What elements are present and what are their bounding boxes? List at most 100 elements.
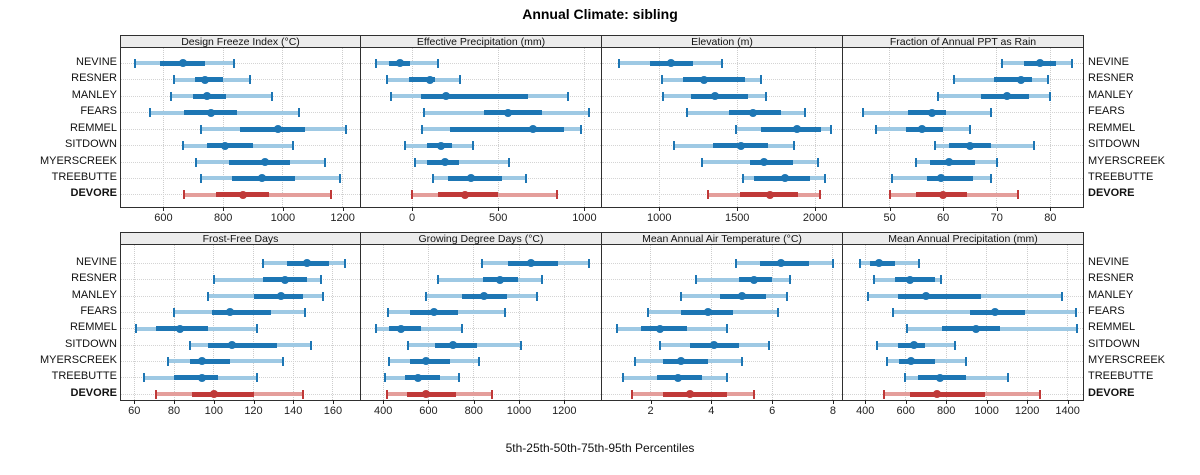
whisker-cap [271, 91, 274, 101]
percentile-segment-25-75 [420, 93, 529, 99]
axis-tick [1050, 207, 1052, 211]
panel-plot-elevation-m [601, 47, 843, 208]
whisker-cap [1001, 58, 1004, 68]
median-dot [197, 373, 206, 382]
percentile-segment-25-75 [410, 358, 450, 364]
whisker-cap [375, 324, 378, 334]
station-label-right-resner: RESNER [1088, 272, 1134, 285]
axis-tick-label: 2000 [802, 212, 828, 224]
panel-title: Design Freeze Index (°C) [181, 35, 300, 48]
whisker-cap [646, 307, 649, 317]
median-dot [1003, 92, 1012, 101]
whisker-cap [206, 291, 209, 301]
panel-title: Mean Annual Precipitation (mm) [888, 232, 1038, 245]
station-label-left-remmel: REMMEL [69, 321, 117, 334]
axis-tick-label: 1200 [330, 212, 355, 224]
median-dot [207, 108, 216, 117]
median-dot [281, 275, 290, 284]
whisker-cap [413, 157, 416, 167]
panel-plot-effective-precipitation-mm [360, 47, 602, 208]
whisker-cap [673, 141, 676, 151]
median-dot [939, 190, 948, 199]
median-dot [759, 158, 768, 166]
whisker-cap [1039, 389, 1042, 399]
whisker-cap [181, 141, 184, 151]
whisker-cap [461, 324, 464, 334]
whisker-cap [390, 91, 393, 101]
gridline-vertical [658, 48, 660, 207]
median-dot [260, 158, 269, 166]
percentile-segment-25-75 [409, 77, 436, 83]
whisker-cap [524, 173, 527, 183]
percentile-segment-25-75 [483, 110, 543, 116]
whisker-cap [540, 275, 543, 285]
whisker-cap [793, 141, 796, 151]
station-label-right-manley: MANLEY [1088, 88, 1134, 101]
whisker-cap [734, 124, 737, 134]
median-dot [965, 141, 974, 150]
whisker-cap [302, 389, 305, 399]
station-label-left-manley: MANLEY [71, 88, 117, 101]
whisker-cap [384, 373, 387, 383]
axis-tick [711, 400, 713, 404]
gridline-vertical [1067, 245, 1069, 400]
axis-tick [412, 207, 414, 211]
axis-tick-label: 800 [213, 212, 233, 224]
median-dot [673, 373, 682, 382]
axis-tick-label: 1000 [270, 212, 296, 224]
axis-tick [519, 400, 521, 404]
station-label-right-sitdown: SITDOWN [1088, 138, 1140, 151]
axis-tick [943, 207, 945, 211]
whisker-cap [706, 190, 709, 200]
axis-tick [293, 400, 295, 404]
whisker-cap [765, 91, 768, 101]
median-dot [258, 174, 266, 183]
whisker-cap [425, 291, 428, 301]
percentile-segment-25-75 [641, 326, 688, 332]
panel-header-mean-annual-air-temperature-c: Mean Annual Air Temperature (°C) [601, 232, 843, 245]
station-label-right-nevine: NEVINE [1088, 55, 1129, 68]
gridline-horizontal [361, 360, 601, 362]
axis-tick [213, 400, 215, 404]
axis-tick-label: 1200 [1014, 405, 1040, 417]
axis-tick-label: 1400 [1055, 405, 1080, 417]
percentile-segment-25-75 [211, 309, 272, 315]
median-dot [749, 275, 758, 284]
percentile-segment-25-75 [206, 143, 254, 149]
median-dot [225, 308, 234, 317]
whisker-cap [298, 108, 301, 118]
axis-tick [946, 400, 948, 404]
whisker-cap [686, 108, 689, 118]
station-label-left-nevine: NEVINE [76, 55, 117, 68]
whisker-cap [829, 124, 832, 134]
whisker-cap [459, 75, 462, 85]
panel-plot-frost-free-days [120, 244, 361, 401]
chart-caption: 5th-25th-50th-75th-95th Percentiles [505, 441, 695, 455]
gridline-vertical [986, 245, 988, 400]
axis-tick [134, 400, 136, 404]
station-label-left-devore: DEVORE [70, 187, 117, 200]
whisker-cap [232, 58, 235, 68]
whisker-cap [875, 124, 878, 134]
station-label-right-resner: RESNER [1088, 72, 1134, 85]
median-dot [765, 190, 774, 199]
whisker-cap [490, 389, 493, 399]
whisker-cap [867, 291, 870, 301]
axis-tick [498, 207, 500, 211]
axis-tick [163, 207, 165, 211]
gridline-horizontal [361, 377, 601, 379]
axis-tick [428, 400, 430, 404]
station-label-left-treebutte: TREEBUTTE [51, 370, 117, 383]
gridline-vertical [133, 245, 135, 400]
median-dot [700, 75, 709, 84]
axis-tick-label: 80 [167, 405, 181, 417]
whisker-cap [990, 173, 993, 183]
panel-plot-growing-degree-days-c [360, 244, 602, 401]
whisker-cap [662, 91, 665, 101]
whisker-cap [786, 291, 789, 301]
axis-tick [253, 400, 255, 404]
whisker-cap [725, 373, 728, 383]
median-dot [875, 259, 884, 268]
percentile-segment-25-75 [662, 391, 727, 397]
median-dot [430, 308, 439, 317]
